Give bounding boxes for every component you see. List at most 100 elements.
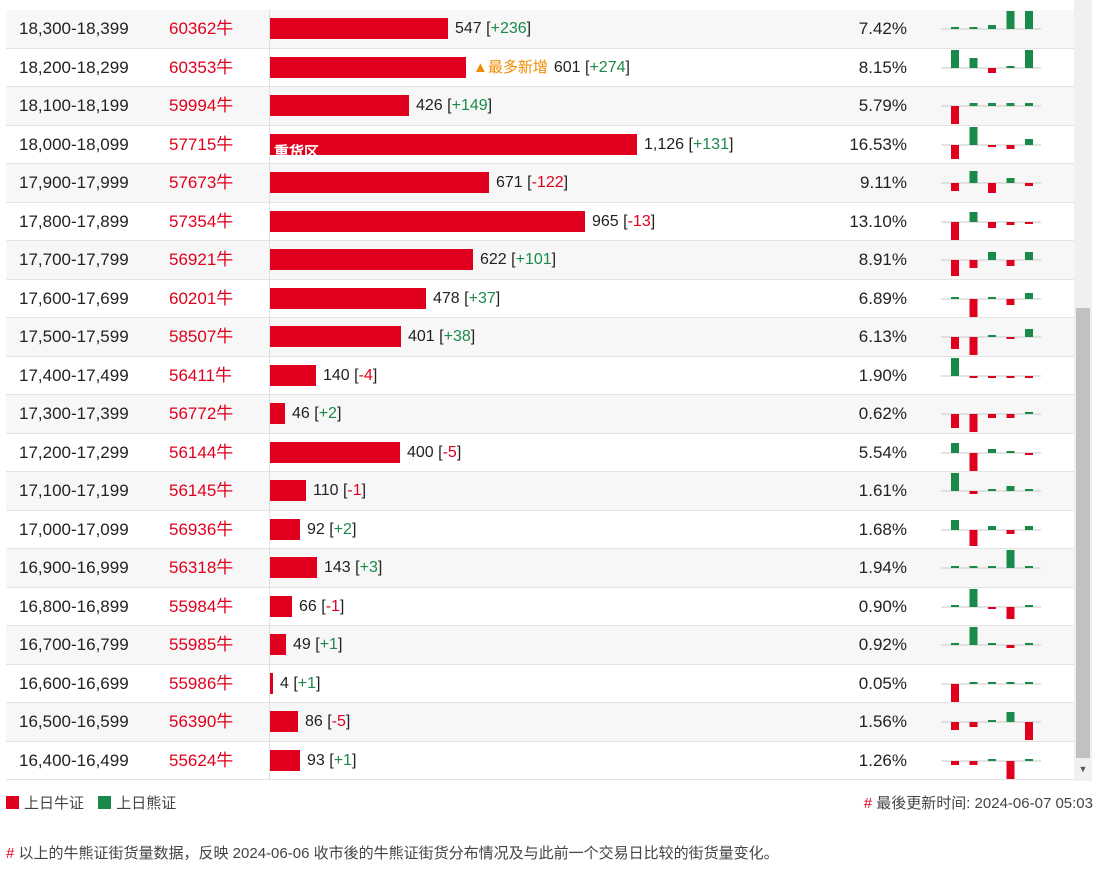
- column-divider: [269, 356, 270, 395]
- sparkline-bar: [951, 473, 959, 491]
- quantity-value: 401 [+38]: [408, 328, 476, 345]
- cbbc-code-link[interactable]: 56772牛: [169, 404, 234, 423]
- cbbc-code-link[interactable]: 56921牛: [169, 250, 234, 269]
- sparkline-bar: [951, 722, 959, 730]
- quantity-number: 66: [299, 597, 317, 615]
- column-divider: [269, 510, 270, 549]
- quantity-number: 49: [293, 636, 311, 653]
- sparkline-bar: [951, 566, 959, 568]
- percentage: 1.56%: [858, 712, 907, 731]
- quantity-bar-cell: 140 [-4]: [270, 357, 830, 395]
- table-row: 18,100-18,199 59994牛 426 [+149] 5.79%: [6, 87, 1074, 126]
- quantity-value: 110 [-1]: [313, 482, 367, 499]
- cbbc-code-link[interactable]: 58507牛: [169, 327, 234, 346]
- sparkline-bar: [969, 529, 978, 546]
- sparkline-bar: [1025, 681, 1033, 684]
- sparkline-bar: [1006, 550, 1015, 568]
- change-sparkline: [941, 252, 1041, 276]
- cbbc-code-link[interactable]: 60201牛: [169, 288, 234, 308]
- cbbc-code-link[interactable]: 57715牛: [169, 134, 234, 154]
- cbbc-code-link[interactable]: 55984牛: [169, 596, 234, 616]
- quantity-bar: [270, 672, 273, 694]
- table-row: 18,300-18,399 60362牛 547 [+236] 7.42%: [6, 10, 1074, 49]
- quantity-bar-cell: 965 [-13]: [270, 203, 830, 241]
- sparkline-bar: [1025, 292, 1033, 299]
- quantity-value: 547 [+236]: [455, 20, 532, 37]
- price-range: 16,800-16,899: [19, 596, 129, 616]
- sparkline-bar: [969, 27, 978, 29]
- price-range: 16,400-16,499: [19, 750, 129, 770]
- sparkline-bar: [969, 760, 978, 765]
- sparkline-bar: [988, 525, 996, 530]
- cbbc-code-link[interactable]: 56936牛: [169, 519, 234, 539]
- sparkline-bar: [988, 183, 996, 193]
- quantity-value: 426 [+149]: [416, 97, 493, 114]
- quantity-bar-cell: 547 [+236]: [270, 10, 830, 48]
- table-row: 17,500-17,599 58507牛 401 [+38] 6.13%: [6, 318, 1074, 357]
- cbbc-code-link[interactable]: 57354牛: [169, 211, 234, 231]
- sparkline-bar: [1006, 178, 1015, 183]
- cbbc-code-link[interactable]: 56318牛: [169, 558, 234, 577]
- quantity-bar: [270, 95, 409, 116]
- table-row: 17,100-17,199 56145牛 110 [-1] 1.61%: [6, 472, 1074, 511]
- quantity-bar: [270, 172, 489, 193]
- cbbc-code-link[interactable]: 59994牛: [169, 96, 234, 115]
- quantity-value: 92 [+2]: [307, 520, 357, 538]
- quantity-change: +37: [468, 289, 496, 307]
- sparkline-bar: [988, 296, 996, 299]
- quantity-bar-cell: 86 [-5]: [270, 703, 830, 741]
- sparkline-bar: [988, 144, 996, 147]
- cbbc-code-link[interactable]: 55624牛: [169, 750, 234, 770]
- quantity-bar-cell: 478 [+37]: [270, 280, 830, 318]
- vertical-scrollbar[interactable]: ▼: [1074, 0, 1092, 781]
- cbbc-code-link[interactable]: 60362牛: [169, 19, 234, 38]
- cbbc-code-link[interactable]: 60353牛: [169, 57, 234, 77]
- percentage: 0.92%: [858, 635, 907, 654]
- sparkline-bar: [1025, 138, 1033, 145]
- sparkline-bar: [969, 126, 978, 145]
- sparkline-bar: [1006, 529, 1015, 534]
- quantity-bar: [270, 364, 316, 386]
- cbbc-code-link[interactable]: 56390牛: [169, 712, 234, 731]
- sparkline-bar: [1025, 252, 1033, 260]
- quantity-bar: [270, 634, 286, 655]
- sparkline-bar: [988, 448, 996, 453]
- quantity-bar-cell: 426 [+149]: [270, 87, 830, 125]
- legend-bull: 上日牛证: [6, 795, 84, 812]
- percentage: 0.05%: [858, 673, 907, 693]
- cbbc-code-link[interactable]: 55986牛: [169, 673, 234, 693]
- quantity-value: 400 [-5]: [407, 443, 462, 461]
- sparkline-bar: [988, 103, 996, 106]
- scroll-thumb[interactable]: [1076, 308, 1090, 758]
- price-range: 16,600-16,699: [19, 673, 129, 693]
- price-range: 18,300-18,399: [19, 19, 129, 38]
- cbbc-code-link[interactable]: 56145牛: [169, 481, 234, 500]
- change-sparkline: [941, 211, 1041, 240]
- change-sparkline: [941, 412, 1041, 432]
- change-sparkline: [941, 126, 1041, 159]
- change-sparkline: [941, 712, 1041, 740]
- column-divider: [269, 10, 270, 48]
- change-sparkline: [941, 442, 1041, 471]
- cbbc-code-link[interactable]: 56411牛: [169, 365, 233, 385]
- table-row: 17,000-17,099 56936牛 92 [+2] 1.68%: [6, 510, 1074, 549]
- sparkline-bar: [1025, 604, 1033, 607]
- price-range: 17,600-17,699: [19, 288, 129, 308]
- sparkline-bar: [969, 491, 978, 494]
- change-sparkline: [941, 49, 1041, 73]
- percentage: 8.15%: [858, 57, 907, 77]
- sparkline-bar: [969, 566, 978, 568]
- change-sparkline: [941, 550, 1041, 569]
- cbbc-code-link[interactable]: 56144牛: [169, 442, 234, 462]
- quantity-change: -5: [331, 713, 346, 730]
- quantity-value: ▲最多新增 601 [+274]: [473, 58, 630, 76]
- legend: 上日牛证 上日熊证: [6, 792, 186, 813]
- sparkline-bar: [988, 758, 996, 761]
- column-divider: [269, 741, 270, 780]
- cbbc-code-link[interactable]: 55985牛: [169, 635, 234, 654]
- scroll-down-arrow-icon[interactable]: ▼: [1078, 764, 1088, 774]
- last-updated-text: 最後更新时间: 2024-06-07 05:03: [876, 795, 1093, 812]
- cbbc-code-link[interactable]: 57673牛: [169, 173, 234, 192]
- change-sparkline: [941, 357, 1041, 378]
- percentage: 16.53%: [849, 134, 907, 154]
